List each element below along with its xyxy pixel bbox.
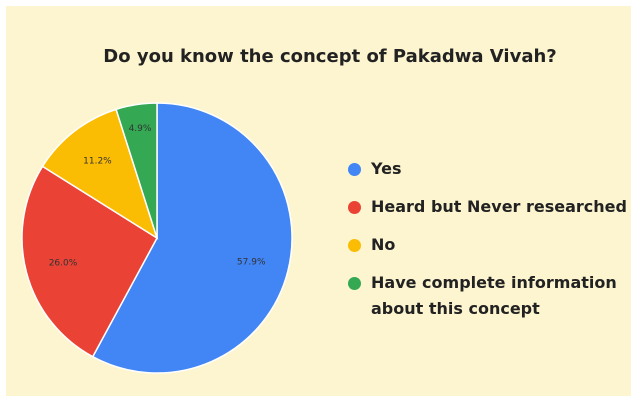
slice-label: 4.9% [129,124,152,134]
legend-item: Yes [348,156,637,182]
slice-label: 26.0% [49,258,78,268]
legend-label: No [371,235,396,254]
pie-slice [21,165,158,358]
slice-label: 57.9% [237,257,266,267]
legend-label: Have complete information about this con… [371,273,617,318]
pie-slice [41,108,159,240]
legend-item: Have complete information about this con… [348,270,637,322]
legend-item: Heard but Never researched [348,194,637,220]
legend-item: No [348,232,637,258]
slice-label: 11.2% [83,157,112,167]
pie-slice [91,102,293,374]
legend-swatch [348,277,361,290]
legend-label: Yes [371,159,402,178]
chart-title: Do you know the concept of Pakadwa Vivah… [103,46,556,67]
legend-swatch [348,163,361,176]
pie-slice [115,102,158,239]
legend-swatch [348,201,361,214]
legend-label: Heard but Never researched [371,197,627,216]
legend-swatch [348,239,361,252]
legend: Yes Heard but Never researched No Have comp… [348,156,637,334]
